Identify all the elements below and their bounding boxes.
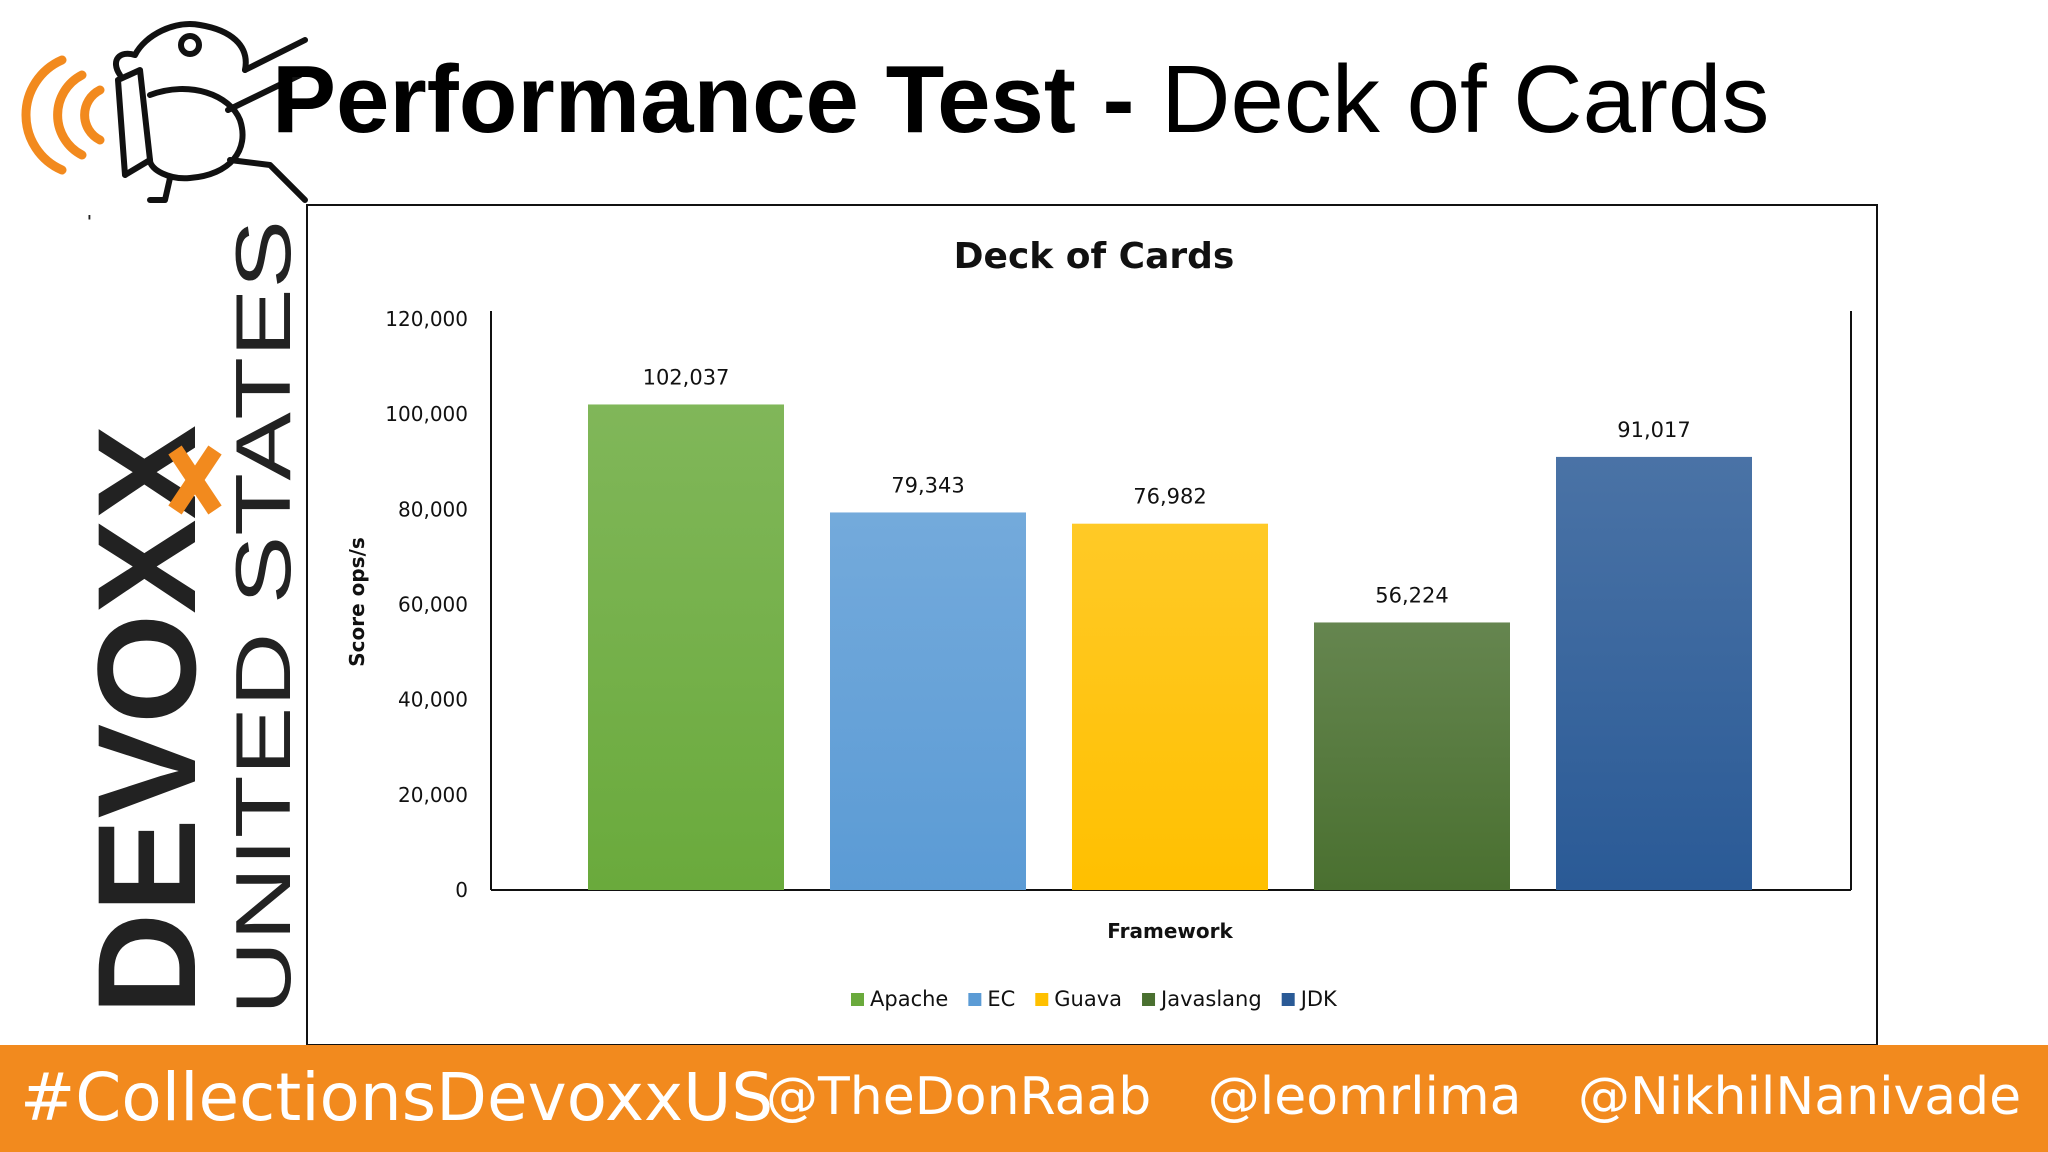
- y-tick-label: 120,000: [385, 307, 468, 331]
- handle-thedonraab: @TheDonRaab: [766, 1067, 1152, 1127]
- legend: Apache EC Guava Javaslang JDK: [851, 987, 1338, 1011]
- x-axis-label: Framework: [1107, 919, 1233, 943]
- legend-label: Javaslang: [1159, 987, 1262, 1011]
- y-axis-label: Score ops/s: [345, 537, 369, 667]
- y-tick-label: 20,000: [398, 783, 468, 807]
- legend-swatch: [968, 993, 982, 1006]
- brand-devoxx: DEVOXX: [80, 425, 225, 1015]
- bar-jdk: [1556, 456, 1752, 890]
- legend-swatch: [1142, 993, 1156, 1006]
- footer-hashtag: #CollectionsDevoxxUS: [20, 1059, 774, 1136]
- legend-swatch: [1281, 993, 1295, 1006]
- vertical-brand: DEVOXX TM UNITED STATES: [80, 215, 295, 1015]
- legend-label: JDK: [1299, 987, 1338, 1011]
- chart-frame: Deck of Cards 0 20,000 40,000 60,000 80,000 1…: [306, 204, 1878, 1046]
- legend-swatch: [1035, 993, 1049, 1006]
- legend-swatch: [851, 993, 864, 1006]
- bar-value-label: 91,017: [1617, 418, 1690, 442]
- mascot-icon: [113, 21, 308, 203]
- y-tick-label: 40,000: [398, 688, 468, 712]
- bar-value-label: 102,037: [643, 365, 730, 389]
- brand-united-states: UNITED STATES: [219, 220, 295, 1015]
- legend-label: Guava: [1054, 987, 1122, 1011]
- handle-nikhilnanivade: @NikhilNanivade: [1578, 1067, 2022, 1127]
- y-tick-label: 80,000: [398, 497, 468, 521]
- brand-x-accent: [168, 445, 222, 515]
- handle-leomrlima: @leomrlima: [1207, 1067, 1522, 1127]
- footer-handles: @TheDonRaab @leomrlima @NikhilNanivade: [766, 1071, 2048, 1123]
- devoxx-logo: [21, 21, 308, 203]
- bars: 102,037 79,343 76,982 56,224 91,017: [588, 365, 1752, 890]
- slide-title-regular: Deck of Cards: [1161, 46, 1770, 153]
- y-tick-label: 100,000: [385, 402, 468, 426]
- bar-apache: [588, 404, 784, 890]
- legend-label: Apache: [870, 987, 948, 1011]
- sound-waves-icon: [21, 55, 105, 175]
- bar-value-label: 79,343: [891, 473, 964, 497]
- slide-title: Performance Test - Deck of Cards: [272, 52, 1769, 148]
- y-tick-label: 60,000: [398, 593, 468, 617]
- chart-title: Deck of Cards: [954, 236, 1235, 277]
- legend-label: EC: [987, 987, 1015, 1011]
- bar-value-label: 56,224: [1375, 583, 1448, 607]
- brand-tm: TM: [84, 215, 111, 220]
- slide-title-bold: Performance Test -: [272, 46, 1135, 153]
- bar-guava: [1072, 523, 1268, 890]
- bar-javaslang: [1314, 622, 1510, 890]
- y-tick-label: 0: [455, 878, 468, 902]
- footer-bar: #CollectionsDevoxxUS @TheDonRaab @leomrl…: [0, 1045, 2048, 1152]
- bar-ec: [830, 512, 1026, 890]
- bar-chart: Deck of Cards 0 20,000 40,000 60,000 80,000 1…: [345, 236, 1852, 1011]
- bar-value-label: 76,982: [1133, 485, 1206, 509]
